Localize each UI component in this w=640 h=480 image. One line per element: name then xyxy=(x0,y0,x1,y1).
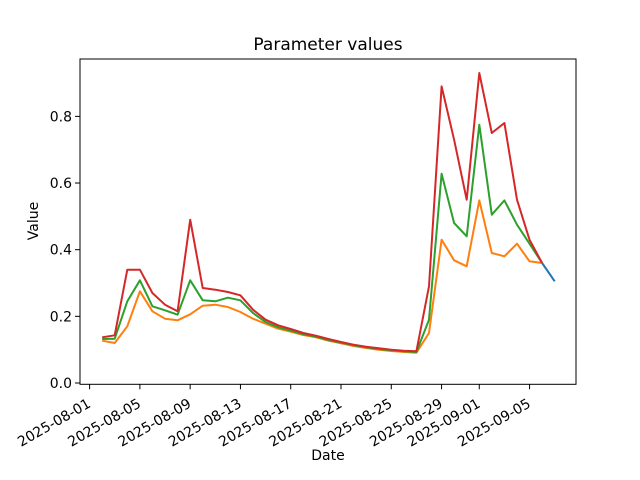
red-line xyxy=(102,72,543,353)
y-axis-label: Value xyxy=(26,202,42,240)
y-tick-label: 0.4 xyxy=(50,243,72,259)
y-tick-label: 0.2 xyxy=(50,309,72,325)
chart-title: Parameter values xyxy=(253,35,402,55)
y-tick-label: 0.0 xyxy=(50,376,72,392)
chart-series xyxy=(102,72,556,354)
y-tick-label: 0.6 xyxy=(50,176,72,192)
y-tick-label: 0.8 xyxy=(50,109,72,125)
y-axis-ticks: 0.0 0.2 0.4 0.6 0.8 xyxy=(50,109,80,392)
axes-spines xyxy=(79,58,577,385)
x-axis-label: Date xyxy=(311,448,344,464)
blue-line xyxy=(541,262,556,282)
